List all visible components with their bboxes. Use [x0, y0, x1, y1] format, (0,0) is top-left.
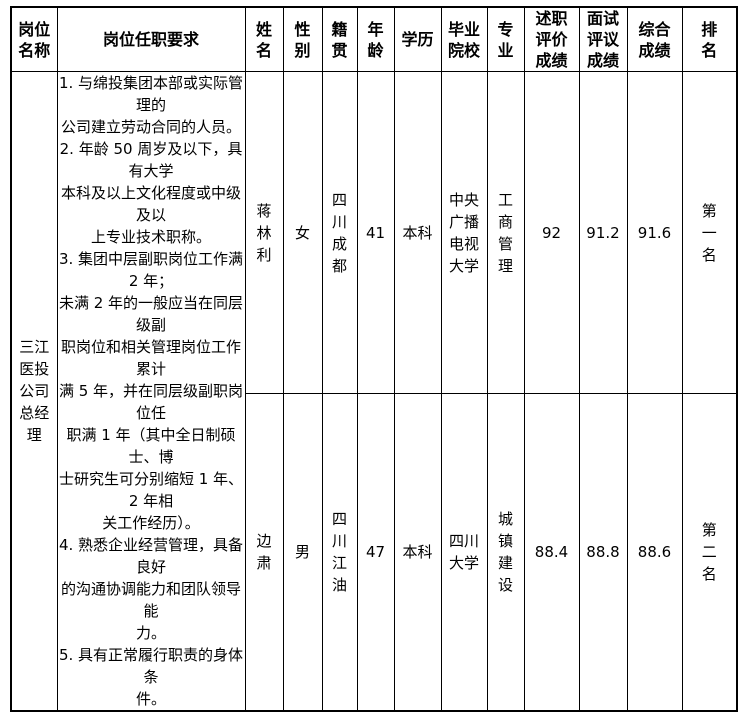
header-row: 岗位 名称 岗位任职要求 姓 名 性 别 籍 贯 年 龄 学历 毕业 院校 专 …: [10, 6, 738, 72]
col-header-school: 毕业 院校: [440, 6, 488, 72]
cell-interview-score: 91.2: [578, 70, 628, 395]
col-header-position-name: 岗位 名称: [10, 6, 58, 72]
col-header-overall-score: 综合 成绩: [626, 6, 683, 72]
cell-gender: 女: [282, 70, 323, 395]
cell-position-name: 三江 医投 公司 总经 理: [10, 71, 58, 712]
cell-major: 工 商 管 理: [486, 70, 525, 395]
cell-name: 蒋 林 利: [244, 70, 284, 395]
cell-rank: 第 一 名: [681, 70, 738, 395]
cell-age: 47: [356, 393, 395, 712]
col-header-native-place: 籍 贯: [321, 6, 358, 72]
cell-rank: 第 二 名: [681, 393, 738, 712]
col-header-interview-score: 面试 评议 成绩: [578, 6, 628, 72]
cell-gender: 男: [282, 393, 323, 712]
col-header-education: 学历: [393, 6, 442, 72]
col-header-age: 年 龄: [356, 6, 395, 72]
col-header-name: 姓 名: [244, 6, 284, 72]
col-header-gender: 性 别: [282, 6, 323, 72]
table-header: 岗位 名称 岗位任职要求 姓 名 性 别 籍 贯 年 龄 学历 毕业 院校 专 …: [10, 6, 738, 72]
cell-native-place: 四 川 成 都: [321, 70, 358, 395]
cell-age: 41: [356, 70, 395, 395]
table-row-candidate-1: 三江 医投 公司 总经 理 1. 与绵投集团本部或实际管理的 公司建立劳动合同的…: [10, 70, 738, 712]
col-header-rank: 排 名: [681, 6, 738, 72]
cell-overall-score: 91.6: [626, 70, 683, 395]
table-body: 三江 医投 公司 总经 理 1. 与绵投集团本部或实际管理的 公司建立劳动合同的…: [10, 70, 738, 712]
position-evaluation-table: 岗位 名称 岗位任职要求 姓 名 性 别 籍 贯 年 龄 学历 毕业 院校 专 …: [10, 6, 738, 712]
cell-overall-score: 88.6: [626, 393, 683, 712]
cell-report-score: 92: [523, 70, 580, 395]
cell-report-score: 88.4: [523, 393, 580, 712]
cell-name: 边 肃: [244, 393, 284, 712]
col-header-report-score: 述职 评价 成绩: [523, 6, 580, 72]
cell-major: 城 镇 建 设: [486, 393, 525, 712]
cell-native-place: 四 川 江 油: [321, 393, 358, 712]
cell-education: 本科: [393, 70, 442, 395]
col-header-major: 专 业: [486, 6, 525, 72]
col-header-requirements: 岗位任职要求: [56, 6, 246, 72]
cell-requirements: 1. 与绵投集团本部或实际管理的 公司建立劳动合同的人员。 2. 年龄 50 周…: [56, 71, 246, 712]
cell-interview-score: 88.8: [578, 393, 628, 712]
cell-school: 四川 大学: [440, 393, 488, 712]
cell-school: 中央 广播 电视 大学: [440, 70, 488, 395]
document-page: 岗位 名称 岗位任职要求 姓 名 性 别 籍 贯 年 龄 学历 毕业 院校 专 …: [10, 6, 738, 712]
cell-education: 本科: [393, 393, 442, 712]
